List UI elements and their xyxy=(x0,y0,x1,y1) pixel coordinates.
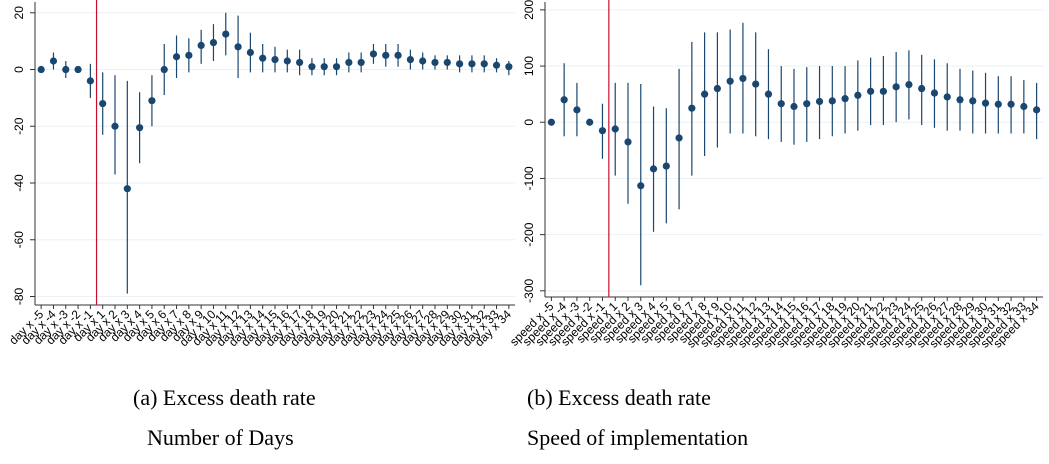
point xyxy=(271,55,279,64)
point xyxy=(296,58,304,67)
point xyxy=(956,96,964,104)
point xyxy=(320,63,328,71)
point xyxy=(739,74,747,83)
y-tick-label: -100 xyxy=(522,166,536,190)
point xyxy=(406,55,414,64)
point xyxy=(828,97,836,105)
y-tick-label: -300 xyxy=(522,278,536,302)
point xyxy=(160,65,168,74)
point xyxy=(148,97,156,105)
point xyxy=(357,58,365,67)
point xyxy=(74,65,82,74)
y-tick-label: 0 xyxy=(12,66,26,73)
point xyxy=(764,90,773,98)
point xyxy=(37,65,45,74)
point xyxy=(905,81,913,89)
caption: (a) Excess death rate xyxy=(133,385,316,410)
point xyxy=(649,165,658,173)
point xyxy=(752,80,760,88)
point xyxy=(136,124,144,132)
point xyxy=(345,58,353,67)
point xyxy=(713,84,721,93)
point xyxy=(259,54,267,62)
point xyxy=(62,65,70,74)
point xyxy=(777,100,785,108)
point xyxy=(803,100,811,108)
point xyxy=(701,90,709,98)
point xyxy=(419,57,427,65)
point xyxy=(99,99,107,108)
point xyxy=(879,87,887,95)
point xyxy=(662,162,670,170)
point xyxy=(675,134,683,142)
point xyxy=(1007,100,1015,108)
point xyxy=(815,97,824,106)
y-tick-label: 0 xyxy=(522,119,536,126)
point xyxy=(86,77,94,85)
point xyxy=(969,97,977,105)
point xyxy=(172,53,181,61)
point xyxy=(431,58,439,67)
point xyxy=(209,38,218,47)
point xyxy=(1033,106,1041,114)
point xyxy=(492,61,501,69)
point xyxy=(688,104,696,112)
point xyxy=(394,51,402,59)
point xyxy=(468,60,476,68)
point xyxy=(283,57,291,65)
point xyxy=(586,118,594,126)
y-tick-label: -200 xyxy=(522,222,536,246)
y-tick-label: -80 xyxy=(12,287,26,305)
point xyxy=(867,87,875,95)
point xyxy=(854,91,862,99)
point xyxy=(841,95,849,103)
point xyxy=(1020,102,1028,111)
y-tick-label: -20 xyxy=(12,117,26,135)
point xyxy=(234,43,242,51)
y-tick-label: 100 xyxy=(522,56,536,76)
point xyxy=(382,51,390,59)
point xyxy=(790,102,798,111)
point xyxy=(918,84,926,93)
point xyxy=(123,185,131,193)
point xyxy=(456,60,464,68)
point xyxy=(222,30,230,38)
point xyxy=(480,60,488,68)
subcaption: Speed of implementation xyxy=(527,425,748,450)
point xyxy=(930,89,939,97)
point xyxy=(573,106,581,114)
point xyxy=(308,63,316,71)
point xyxy=(185,51,193,59)
point xyxy=(197,41,205,50)
point xyxy=(369,50,378,58)
point xyxy=(994,100,1002,108)
point xyxy=(246,48,254,57)
subcaption: Number of Days xyxy=(147,425,294,450)
y-tick-label: -40 xyxy=(12,174,26,192)
point xyxy=(981,99,990,107)
point xyxy=(443,58,451,67)
point xyxy=(505,63,513,71)
caption: (b) Excess death rate xyxy=(527,385,711,410)
point xyxy=(332,63,341,71)
point xyxy=(611,125,619,133)
point xyxy=(547,118,555,126)
y-tick-label: -60 xyxy=(12,231,26,249)
point xyxy=(598,127,607,135)
point xyxy=(49,57,58,65)
point xyxy=(726,77,734,85)
point xyxy=(624,138,632,146)
point xyxy=(892,83,900,91)
point xyxy=(637,182,645,190)
point xyxy=(943,93,951,101)
y-tick-label: 200 xyxy=(522,0,536,20)
point xyxy=(111,122,119,130)
point xyxy=(560,96,568,104)
y-tick-label: 20 xyxy=(12,6,26,20)
